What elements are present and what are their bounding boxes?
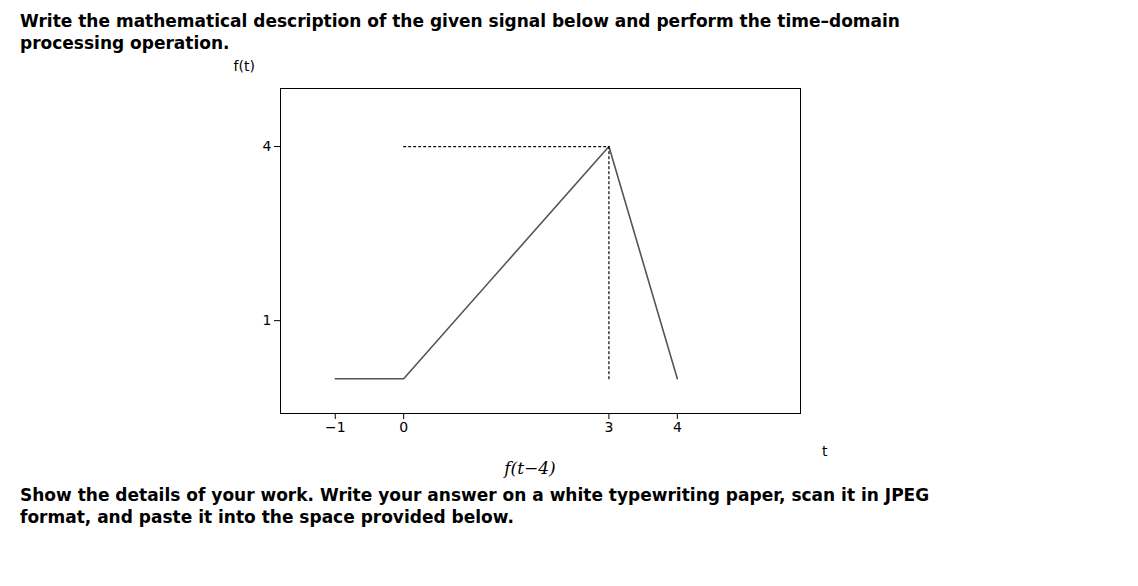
svg-text:4: 4	[263, 138, 272, 154]
svg-text:f(t): f(t)	[234, 59, 255, 75]
svg-text:−1: −1	[325, 420, 346, 436]
svg-text:3: 3	[604, 420, 613, 436]
svg-text:1: 1	[263, 312, 272, 328]
svg-text:0: 0	[399, 420, 408, 436]
svg-text:4: 4	[673, 420, 682, 436]
svg-text:t: t	[822, 443, 828, 459]
html-text:f(t−4): f(t−4)	[504, 458, 556, 479]
html-text:Write the mathematical descrip: Write the mathematical description of th…	[20, 11, 900, 54]
html-text:Show the details of your work.: Show the details of your work. Write you…	[20, 485, 930, 528]
